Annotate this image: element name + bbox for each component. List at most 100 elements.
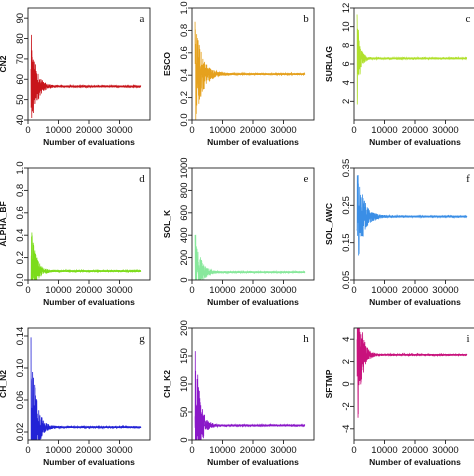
panel-letter-e: e (304, 173, 309, 185)
y-tick-label-b: 1.0 (179, 1, 190, 14)
x-tick-label-a: 0 (25, 125, 30, 136)
series-line-f (356, 175, 468, 256)
y-axis-title-h: CH_K2 (162, 370, 172, 398)
x-tick-label-a: 20000 (76, 125, 102, 136)
x-tick-label-g: 0 (25, 445, 30, 456)
plot-frame-e (191, 167, 315, 281)
y-tick-label-e: 1000 (179, 157, 190, 178)
y-tick-label-d: 1.0 (15, 161, 26, 174)
y-tick-label-e: 600 (179, 205, 190, 221)
y-tick-label-f: 0.35 (341, 159, 352, 178)
y-axis-title-b: ESCO (162, 52, 172, 76)
panel-letter-g: g (139, 333, 145, 345)
x-tick-label-i: 0 (351, 445, 356, 456)
y-tick-label-b: 0.0 (179, 113, 190, 126)
y-tick-label-i: 0 (341, 381, 352, 386)
plot-frame-f (353, 167, 474, 281)
y-tick-label-i: -4 (341, 425, 352, 433)
x-tick-label-d: 20000 (76, 285, 102, 296)
y-tick-label-d: 0.0 (15, 273, 26, 286)
panel-letter-c: c (466, 13, 471, 25)
x-tick-label-e: 10000 (209, 285, 235, 296)
x-axis-title-b: Number of evaluations (207, 137, 299, 147)
x-axis-title-g: Number of evaluations (43, 457, 135, 467)
y-tick-label-e: 400 (179, 227, 190, 243)
series-line-i (356, 328, 468, 418)
y-tick-label-d: 0.2 (15, 251, 26, 264)
x-tick-label-f: 0 (351, 285, 356, 296)
x-tick-label-c: 10000 (371, 125, 397, 136)
panel-b: 0 10000 20000 30000 0.0 0.2 0.4 0.6 0.8 1.0 Number… (162, 1, 315, 147)
panel-letter-b: b (303, 13, 309, 25)
y-tick-label-f: 0.15 (341, 233, 352, 252)
panel-f: 0 10000 20000 30000 0.05 0.15 0.25 0.35 Number o… (324, 159, 474, 307)
series-line-c (356, 14, 468, 105)
panel-h: 0 10000 20000 30000 0 50 100 150 200 Number of ev… (162, 320, 315, 467)
y-tick-label-h: 50 (179, 407, 190, 418)
y-tick-label-f: 0.05 (341, 271, 352, 290)
x-tick-label-b: 0 (189, 125, 194, 136)
x-tick-label-e: 20000 (240, 285, 266, 296)
x-axis-title-f: Number of evaluations (369, 297, 461, 307)
x-tick-label-d: 30000 (106, 285, 132, 296)
y-tick-label-g: 0.14 (15, 327, 26, 346)
y-tick-label-a: 80 (15, 33, 26, 44)
series-line-d (30, 232, 142, 280)
x-tick-label-i: 10000 (371, 445, 397, 456)
y-axis-title-d: ALPHA_BF (0, 201, 8, 246)
panel-i: 0 10000 20000 30000 -4 -2 0 2 4 Number of evaluat… (324, 327, 474, 467)
x-tick-label-b: 20000 (240, 125, 266, 136)
y-tick-label-c: 6 (341, 61, 352, 66)
x-tick-label-g: 10000 (45, 445, 71, 456)
y-tick-label-b: 0.6 (179, 46, 190, 59)
plot-frame-c (353, 7, 474, 121)
x-tick-label-b: 10000 (209, 125, 235, 136)
y-axis-title-e: SOL_K (162, 209, 172, 238)
y-tick-label-c: 2 (341, 99, 352, 104)
y-tick-label-c: 12 (341, 3, 352, 14)
series-line-e (194, 234, 306, 280)
y-tick-label-b: 0.2 (179, 91, 190, 104)
y-tick-label-d: 0.4 (15, 229, 26, 242)
x-axis-title-c: Number of evaluations (369, 137, 461, 147)
x-tick-label-d: 0 (25, 285, 30, 296)
x-tick-label-g: 20000 (76, 445, 102, 456)
y-axis-title-i: SFTMP (324, 369, 334, 398)
series-line-h (194, 351, 306, 440)
y-tick-label-a: 70 (15, 54, 26, 65)
y-axis-title-f: SOL_AWC (324, 203, 334, 245)
y-tick-label-c: 8 (341, 43, 352, 48)
panel-letter-i: i (466, 333, 469, 345)
y-tick-label-d: 0.6 (15, 206, 26, 219)
x-tick-label-i: 20000 (402, 445, 428, 456)
x-tick-label-h: 0 (189, 445, 194, 456)
y-tick-label-d: 0.8 (15, 184, 26, 197)
plot-frame-d (27, 167, 151, 281)
panel-g: 0 10000 20000 30000 0.02 0.06 0.10 0.14 Number o… (0, 327, 151, 467)
x-tick-label-c: 30000 (432, 125, 458, 136)
panel-letter-h: h (303, 333, 309, 345)
y-axis-title-g: CH_N2 (0, 370, 8, 398)
x-tick-label-i: 30000 (432, 445, 458, 456)
y-tick-label-a: 40 (15, 115, 26, 126)
panel-letter-a: a (140, 13, 145, 25)
x-tick-label-a: 30000 (106, 125, 132, 136)
y-tick-label-i: 4 (341, 337, 352, 342)
x-axis-title-d: Number of evaluations (43, 297, 135, 307)
series-line-g (30, 337, 142, 440)
panel-letter-d: d (139, 173, 145, 185)
x-axis-title-h: Number of evaluations (207, 457, 299, 467)
x-tick-label-c: 20000 (402, 125, 428, 136)
panel-d: 0 10000 20000 30000 0.0 0.2 0.4 0.6 0.8 1.0 Number… (0, 161, 151, 307)
x-tick-label-h: 20000 (240, 445, 266, 456)
x-tick-label-d: 10000 (45, 285, 71, 296)
panel-e: 0 10000 20000 30000 0 200 400 600 800 1000 Number … (162, 157, 315, 307)
y-tick-label-i: -2 (341, 402, 352, 410)
y-tick-label-a: 50 (15, 94, 26, 105)
y-tick-label-h: 200 (179, 320, 190, 336)
x-tick-label-b: 30000 (270, 125, 296, 136)
plot-frame-a (27, 7, 151, 121)
y-tick-label-h: 0 (179, 437, 190, 442)
x-tick-label-e: 30000 (270, 285, 296, 296)
